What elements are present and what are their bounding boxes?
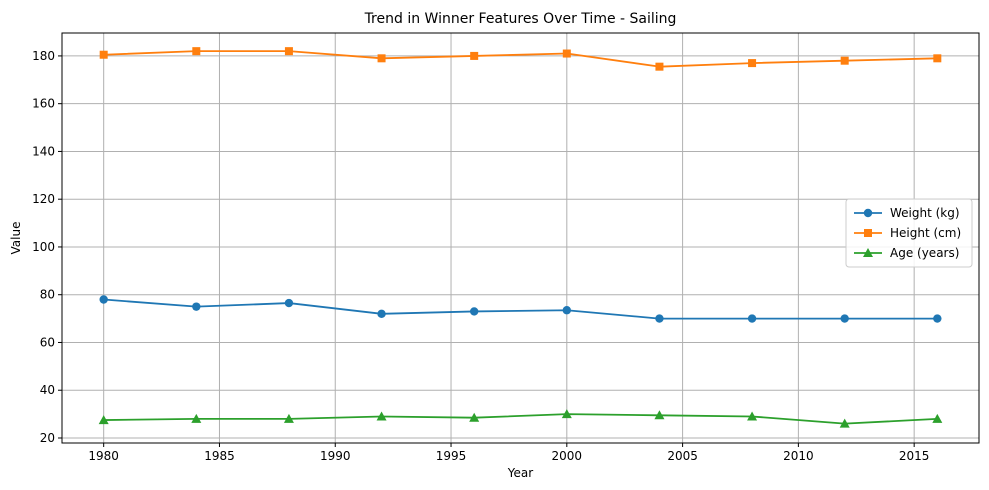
legend-label-age-years: Age (years) [890, 246, 959, 260]
series-line-height-cm [103, 50, 938, 68]
series-age-years [98, 409, 943, 428]
y-axis-title: Value [9, 222, 23, 255]
legend-box [845, 198, 973, 268]
x-tick-label: 1980 [88, 449, 119, 463]
series-line-weight-kg [103, 298, 938, 320]
data-point-weight-kg [655, 314, 664, 323]
data-point-height-cm [99, 50, 108, 59]
y-tick-label: 120 [32, 192, 55, 206]
data-point-age-years [283, 413, 294, 423]
legend: Weight (kg) Height (cm) Age (years) [845, 198, 973, 268]
chart-title: Trend in Winner Features Over Time - Sai… [364, 11, 677, 27]
data-point-age-years [376, 411, 387, 421]
data-point-weight-kg [933, 314, 942, 323]
data-point-age-years [654, 410, 665, 420]
grid-lines [62, 33, 979, 443]
series-line-age-years [103, 413, 938, 425]
data-point-age-years [561, 409, 572, 419]
data-point-weight-kg [840, 314, 849, 323]
data-point-weight-kg [747, 314, 757, 323]
data-point-height-cm [933, 54, 942, 63]
legend-marker-age-years [863, 248, 873, 257]
x-tick-label: 1990 [320, 449, 351, 463]
data-point-weight-kg [192, 302, 201, 311]
legend-marker-weight-kg [863, 208, 873, 218]
y-tick-label: 160 [32, 97, 55, 111]
legend-label-weight-kg: Weight (kg) [890, 206, 960, 220]
data-point-height-cm [562, 49, 571, 58]
data-point-age-years [839, 418, 850, 428]
data-point-age-years [98, 415, 109, 425]
data-point-height-cm [655, 62, 664, 71]
series-lines [98, 47, 943, 428]
x-axis-title: Year [507, 466, 533, 480]
y-tick-label: 100 [32, 240, 55, 254]
data-point-age-years [932, 413, 943, 423]
data-point-weight-kg [99, 295, 108, 304]
x-tick-label: 2000 [552, 449, 583, 463]
data-point-height-cm [377, 54, 386, 63]
y-tick-label: 80 [40, 288, 55, 302]
x-tick-label: 2010 [783, 449, 814, 463]
data-point-age-years [469, 412, 480, 422]
data-point-height-cm [284, 47, 293, 56]
data-point-weight-kg [469, 307, 479, 316]
y-tick-label: 180 [32, 49, 55, 63]
data-point-height-cm [840, 56, 849, 65]
x-tick-label: 2005 [667, 449, 698, 463]
series-height-cm [99, 47, 942, 71]
data-point-height-cm [748, 59, 757, 68]
data-point-weight-kg [562, 306, 572, 315]
data-point-age-years [747, 411, 758, 421]
axis-ticks: 1980 1985 1990 1995 2000 2005 2010 2015 20 40 60 80… [32, 49, 929, 463]
data-point-weight-kg [284, 298, 294, 308]
legend-marker-height-cm [864, 229, 872, 237]
y-tick-label: 20 [40, 431, 55, 445]
data-point-age-years [191, 413, 202, 423]
data-point-height-cm [192, 47, 201, 56]
y-tick-label: 60 [40, 335, 55, 349]
x-tick-label: 1985 [204, 449, 235, 463]
series-weight-kg [99, 295, 942, 323]
x-tick-label: 1995 [436, 449, 467, 463]
y-tick-label: 40 [40, 383, 55, 397]
y-tick-label: 140 [32, 144, 55, 158]
legend-label-height-cm: Height (cm) [890, 226, 961, 240]
data-point-weight-kg [377, 309, 386, 319]
x-tick-label: 2015 [899, 449, 930, 463]
plot-area-frame [61, 32, 980, 444]
data-point-height-cm [470, 51, 479, 60]
